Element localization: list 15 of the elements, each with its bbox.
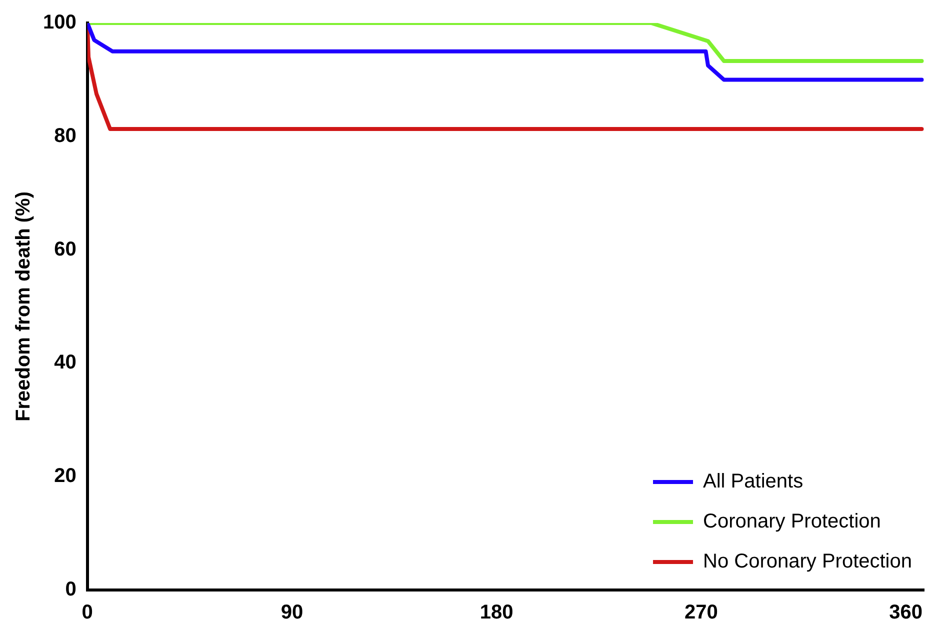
legend-label: No Coronary Protection <box>703 550 912 572</box>
x-tick-label: 90 <box>280 602 304 624</box>
y-tick-label: 40 <box>54 352 76 374</box>
x-tick-label: 0 <box>82 602 93 624</box>
y-tick-label: 80 <box>54 124 76 147</box>
legend-label: All Patients <box>703 470 804 492</box>
x-tick-label: 180 <box>480 602 514 624</box>
y-tick-label: 0 <box>65 578 76 601</box>
y-tick-label: 60 <box>54 238 76 260</box>
legend-label: Coronary Protection <box>703 510 881 532</box>
y-axis-title: Freedom from death (%) <box>12 191 35 422</box>
x-tick-label: 270 <box>684 602 718 624</box>
x-tick-label: 360 <box>889 602 922 624</box>
y-tick-label: 100 <box>42 12 76 34</box>
y-tick-label: 20 <box>54 465 76 488</box>
